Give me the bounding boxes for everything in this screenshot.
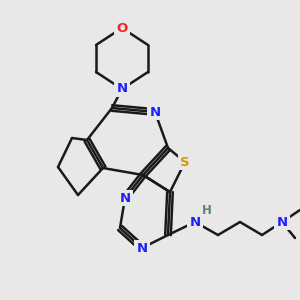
- Text: H: H: [202, 203, 212, 217]
- Text: N: N: [119, 191, 130, 205]
- Text: O: O: [116, 22, 128, 34]
- Text: N: N: [116, 82, 128, 95]
- Text: N: N: [189, 215, 201, 229]
- Text: N: N: [149, 106, 161, 118]
- Text: N: N: [136, 242, 148, 254]
- Text: N: N: [276, 215, 288, 229]
- Text: S: S: [180, 155, 190, 169]
